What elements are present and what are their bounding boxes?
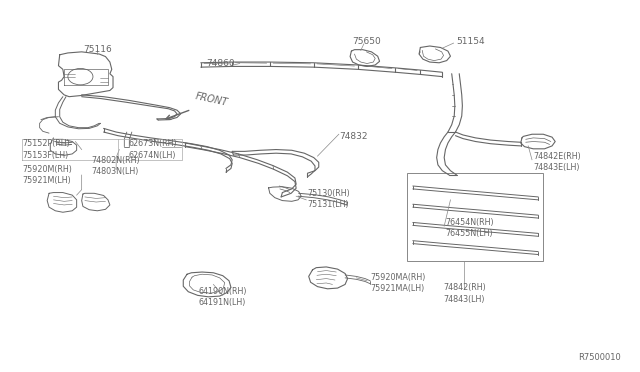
Bar [406, 173, 543, 261]
Text: 75920MA(RH)
75921MA(LH): 75920MA(RH) 75921MA(LH) [370, 273, 426, 293]
Text: 74832: 74832 [339, 132, 367, 141]
Text: 64190N(RH)
64191N(LH): 64190N(RH) 64191N(LH) [198, 287, 247, 307]
Text: 74842(RH)
74843(LH): 74842(RH) 74843(LH) [443, 283, 486, 304]
Text: R7500010: R7500010 [579, 353, 621, 362]
Text: 51154: 51154 [457, 38, 485, 46]
Text: 74860: 74860 [207, 60, 236, 68]
Text: 75920M(RH)
75921M(LH): 75920M(RH) 75921M(LH) [22, 165, 72, 185]
Text: 75116: 75116 [83, 45, 112, 54]
Text: 62673N(RH)
62674N(LH): 62673N(RH) 62674N(LH) [129, 140, 177, 160]
Text: 74802N(RH)
74803N(LH): 74802N(RH) 74803N(LH) [92, 156, 140, 176]
Text: 75152P(RH)
75153F(LH): 75152P(RH) 75153F(LH) [22, 140, 70, 160]
Text: 76454N(RH)
76455N(LH): 76454N(RH) 76455N(LH) [445, 218, 494, 238]
Text: FRONT: FRONT [195, 91, 229, 108]
Text: 75650: 75650 [353, 38, 381, 46]
Text: 74842E(RH)
74843E(LH): 74842E(RH) 74843E(LH) [533, 152, 581, 172]
Text: 75130(RH)
75131(LH): 75130(RH) 75131(LH) [307, 189, 350, 209]
